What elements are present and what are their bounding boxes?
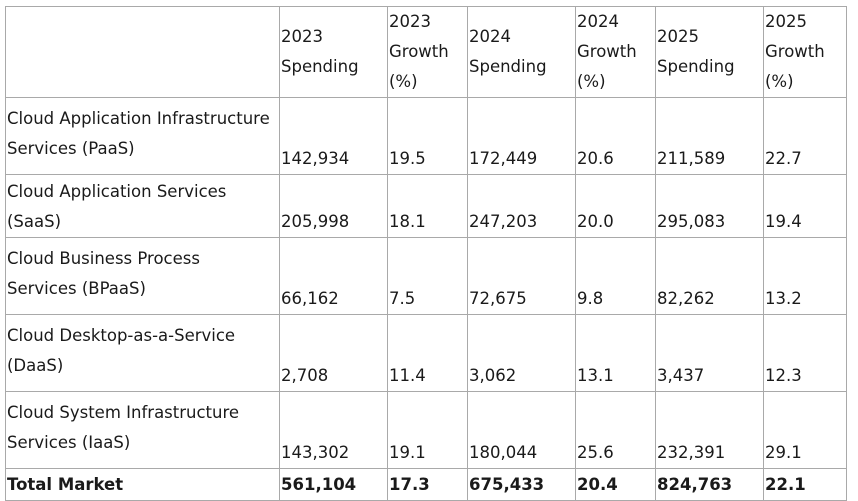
- cell-2025-spending: 3,437: [655, 314, 764, 392]
- cell-2025-growth: 22.7: [763, 97, 847, 175]
- cell-2023-spending: 2,708: [279, 314, 388, 392]
- row-label: Cloud System Infrastructure Services (Ia…: [5, 391, 280, 469]
- header-2025-spending: 2025 Spending: [655, 6, 764, 98]
- cell-2025-growth: 19.4: [763, 174, 847, 238]
- cell-2024-growth: 13.1: [575, 314, 656, 392]
- cloud-spending-table: 2023 Spending 2023 Growth (%) 2024 Spend…: [5, 6, 847, 501]
- cell-2025-spending: 295,083: [655, 174, 764, 238]
- header-2023-spending: 2023 Spending: [279, 6, 388, 98]
- table-row-total: Total Market 561,104 17.3 675,433 20.4 8…: [5, 468, 847, 501]
- cell-2024-growth: 20.0: [575, 174, 656, 238]
- header-corner: [5, 6, 280, 98]
- cell-2024-growth: 9.8: [575, 237, 656, 315]
- cell-2024-growth: 25.6: [575, 391, 656, 469]
- cell-2023-growth: 19.1: [387, 391, 468, 469]
- cell-2023-spending: 143,302: [279, 391, 388, 469]
- row-label: Cloud Application Services (SaaS): [5, 174, 280, 238]
- cell-2024-growth: 20.6: [575, 97, 656, 175]
- row-label: Cloud Business Process Services (BPaaS): [5, 237, 280, 315]
- header-2024-growth: 2024 Growth (%): [575, 6, 656, 98]
- cell-2024-spending: 180,044: [467, 391, 576, 469]
- table-row-daas: Cloud Desktop-as-a-Service (DaaS) 2,708 …: [5, 314, 847, 392]
- cell-2023-growth: 7.5: [387, 237, 468, 315]
- cell-2023-spending: 142,934: [279, 97, 388, 175]
- total-2024-spending: 675,433: [467, 468, 576, 501]
- total-label: Total Market: [5, 468, 280, 501]
- cell-2025-spending: 82,262: [655, 237, 764, 315]
- header-2024-spending: 2024 Spending: [467, 6, 576, 98]
- spending-table-container: 2023 Spending 2023 Growth (%) 2024 Spend…: [5, 6, 847, 501]
- cell-2023-growth: 18.1: [387, 174, 468, 238]
- cell-2025-growth: 12.3: [763, 314, 847, 392]
- total-2023-spending: 561,104: [279, 468, 388, 501]
- cell-2024-spending: 247,203: [467, 174, 576, 238]
- cell-2025-growth: 13.2: [763, 237, 847, 315]
- header-row: 2023 Spending 2023 Growth (%) 2024 Spend…: [5, 6, 847, 98]
- cell-2024-spending: 172,449: [467, 97, 576, 175]
- row-label: Cloud Desktop-as-a-Service (DaaS): [5, 314, 280, 392]
- table-row-paas: Cloud Application Infrastructure Service…: [5, 97, 847, 175]
- cell-2025-growth: 29.1: [763, 391, 847, 469]
- header-2025-growth: 2025 Growth (%): [763, 6, 847, 98]
- cell-2023-growth: 19.5: [387, 97, 468, 175]
- cell-2023-spending: 66,162: [279, 237, 388, 315]
- table-row-bpaas: Cloud Business Process Services (BPaaS) …: [5, 237, 847, 315]
- cell-2023-spending: 205,998: [279, 174, 388, 238]
- cell-2025-spending: 211,589: [655, 97, 764, 175]
- table-row-saas: Cloud Application Services (SaaS) 205,99…: [5, 174, 847, 238]
- table-row-iaas: Cloud System Infrastructure Services (Ia…: [5, 391, 847, 469]
- total-2025-spending: 824,763: [655, 468, 764, 501]
- header-2023-growth: 2023 Growth (%): [387, 6, 468, 98]
- cell-2025-spending: 232,391: [655, 391, 764, 469]
- cell-2023-growth: 11.4: [387, 314, 468, 392]
- cell-2024-spending: 72,675: [467, 237, 576, 315]
- total-2024-growth: 20.4: [575, 468, 656, 501]
- row-label: Cloud Application Infrastructure Service…: [5, 97, 280, 175]
- total-2025-growth: 22.1: [763, 468, 847, 501]
- cell-2024-spending: 3,062: [467, 314, 576, 392]
- total-2023-growth: 17.3: [387, 468, 468, 501]
